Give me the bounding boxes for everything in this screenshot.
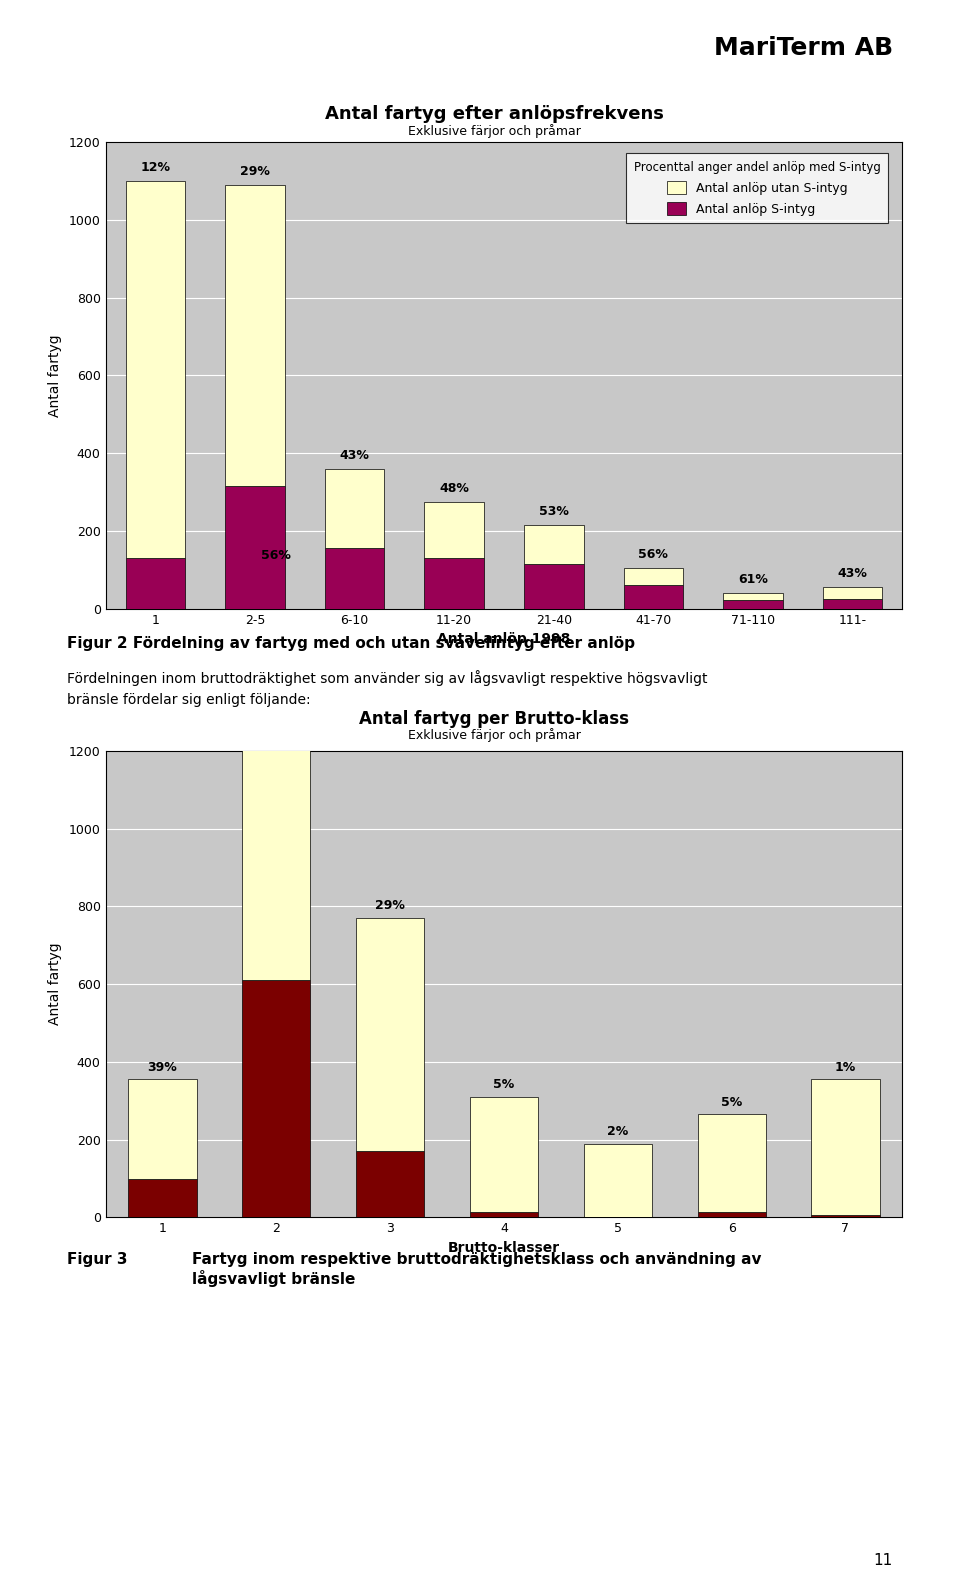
Text: 5%: 5%	[721, 1096, 742, 1108]
Text: 43%: 43%	[340, 449, 370, 462]
Bar	[126, 182, 185, 558]
Bar	[225, 185, 285, 487]
X-axis label: Brutto-klasser: Brutto-klasser	[448, 1241, 560, 1255]
Bar	[524, 525, 584, 564]
Bar	[584, 1143, 652, 1217]
Bar	[356, 919, 424, 1151]
Y-axis label: Antal fartyg: Antal fartyg	[48, 942, 61, 1026]
Bar	[811, 1216, 879, 1217]
Text: Antal fartyg per Brutto-klass: Antal fartyg per Brutto-klass	[359, 710, 630, 729]
Text: 48%: 48%	[440, 482, 469, 495]
Text: 39%: 39%	[148, 1061, 178, 1073]
Bar	[624, 585, 684, 609]
Text: 2%: 2%	[608, 1124, 629, 1138]
Bar	[823, 599, 882, 609]
Bar	[129, 1178, 197, 1217]
Bar	[723, 593, 783, 601]
Text: 29%: 29%	[240, 164, 270, 179]
Text: Figur 2 Fördelning av fartyg med och utan svavelintyg efter anlöp: Figur 2 Fördelning av fartyg med och uta…	[67, 636, 636, 651]
Bar	[624, 568, 684, 585]
Bar	[469, 1211, 539, 1217]
Bar	[424, 558, 484, 609]
Text: 12%: 12%	[140, 161, 170, 174]
Bar	[129, 1080, 197, 1178]
Legend: Antal anlöp utan S-intyg, Antal anlöp S-intyg: Antal anlöp utan S-intyg, Antal anlöp S-…	[626, 153, 888, 223]
Text: 53%: 53%	[539, 504, 568, 519]
Text: Figur 3: Figur 3	[67, 1252, 128, 1266]
Bar	[823, 587, 882, 599]
Text: Antal fartyg efter anlöpsfrekvens: Antal fartyg efter anlöpsfrekvens	[325, 104, 663, 123]
Bar	[324, 549, 384, 609]
Bar	[698, 1211, 766, 1217]
Bar	[469, 1097, 539, 1211]
Text: bränsle fördelar sig enligt följande:: bränsle fördelar sig enligt följande:	[67, 694, 311, 707]
Bar	[811, 1080, 879, 1216]
Text: 1%: 1%	[835, 1061, 856, 1073]
Bar	[126, 558, 185, 609]
Text: 29%: 29%	[375, 900, 405, 912]
Text: 5%: 5%	[493, 1078, 515, 1091]
Bar	[356, 1151, 424, 1217]
Bar	[242, 568, 310, 980]
Text: 61%: 61%	[738, 574, 768, 587]
Bar	[723, 601, 783, 609]
Bar	[324, 470, 384, 549]
Bar	[524, 564, 584, 609]
Text: 56%: 56%	[638, 549, 668, 561]
Y-axis label: Antal fartyg: Antal fartyg	[48, 334, 61, 417]
Bar	[424, 501, 484, 558]
Text: Exklusive färjor och pråmar: Exklusive färjor och pråmar	[408, 125, 581, 138]
Bar	[698, 1115, 766, 1211]
X-axis label: Antal anlöp 1998: Antal anlöp 1998	[438, 632, 570, 647]
Bar	[242, 980, 310, 1217]
Text: Fartyg inom respektive bruttodräktighetsklass och användning av
lågsvavligt brän: Fartyg inom respektive bruttodräktighets…	[192, 1252, 761, 1287]
Text: 11: 11	[874, 1554, 893, 1568]
Text: 56%: 56%	[261, 550, 291, 563]
Text: 43%: 43%	[838, 566, 868, 580]
Text: Exklusive färjor och pråmar: Exklusive färjor och pråmar	[408, 729, 581, 741]
Text: MariTerm AB: MariTerm AB	[713, 36, 893, 60]
Text: Fördelningen inom bruttodräktighet som använder sig av lågsvavligt respektive hö: Fördelningen inom bruttodräktighet som a…	[67, 670, 708, 686]
Bar	[225, 487, 285, 609]
